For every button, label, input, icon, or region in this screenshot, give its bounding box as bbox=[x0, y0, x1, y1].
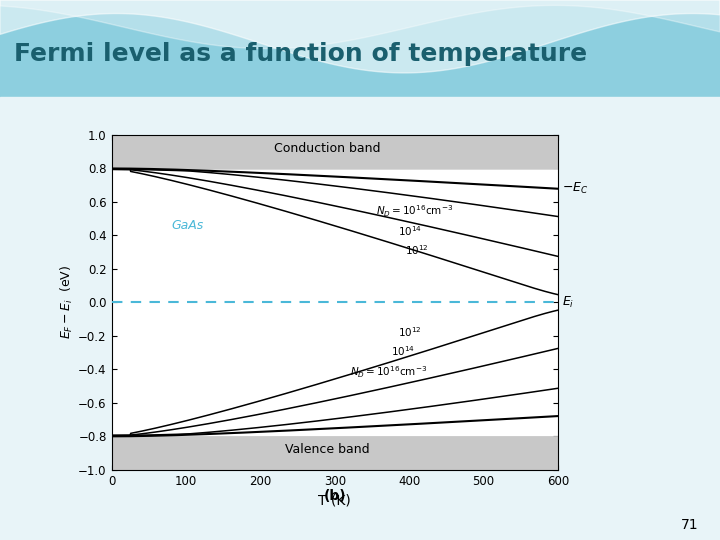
Bar bbox=[0, 0, 720, 97]
Text: $E_i$: $E_i$ bbox=[562, 295, 574, 310]
Text: $N_D=10^{16}$cm$^{-3}$: $N_D=10^{16}$cm$^{-3}$ bbox=[376, 204, 453, 219]
Text: Fermi level as a function of temperature: Fermi level as a function of temperature bbox=[14, 42, 588, 66]
Text: Conduction band: Conduction band bbox=[274, 141, 381, 155]
Text: $10^{12}$: $10^{12}$ bbox=[405, 243, 429, 256]
X-axis label: T (K): T (K) bbox=[318, 493, 351, 507]
Text: GaAs: GaAs bbox=[171, 219, 203, 232]
Text: $-E_C$: $-E_C$ bbox=[562, 181, 588, 196]
Text: $N_D=10^{16}$cm$^{-3}$: $N_D=10^{16}$cm$^{-3}$ bbox=[350, 364, 427, 380]
Text: 71: 71 bbox=[681, 518, 698, 532]
Text: $10^{14}$: $10^{14}$ bbox=[391, 344, 415, 357]
Text: $10^{12}$: $10^{12}$ bbox=[398, 325, 422, 339]
Text: $10^{14}$: $10^{14}$ bbox=[398, 225, 422, 238]
Text: (b): (b) bbox=[323, 489, 346, 503]
Bar bbox=[0, 97, 720, 540]
Y-axis label: $E_F - E_i$  (eV): $E_F - E_i$ (eV) bbox=[59, 265, 76, 340]
Text: Valence band: Valence band bbox=[285, 443, 369, 456]
